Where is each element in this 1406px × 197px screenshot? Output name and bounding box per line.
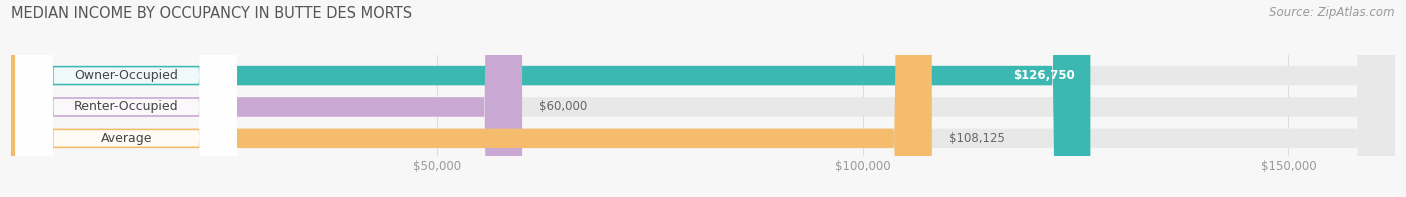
Text: Renter-Occupied: Renter-Occupied	[75, 100, 179, 113]
FancyBboxPatch shape	[15, 0, 236, 197]
Text: Average: Average	[100, 132, 152, 145]
Text: Source: ZipAtlas.com: Source: ZipAtlas.com	[1270, 6, 1395, 19]
Text: $108,125: $108,125	[949, 132, 1005, 145]
Text: $60,000: $60,000	[538, 100, 588, 113]
Text: MEDIAN INCOME BY OCCUPANCY IN BUTTE DES MORTS: MEDIAN INCOME BY OCCUPANCY IN BUTTE DES …	[11, 6, 412, 21]
FancyBboxPatch shape	[15, 0, 236, 197]
FancyBboxPatch shape	[11, 0, 1395, 197]
FancyBboxPatch shape	[11, 0, 522, 197]
FancyBboxPatch shape	[11, 0, 1091, 197]
Text: $126,750: $126,750	[1014, 69, 1076, 82]
FancyBboxPatch shape	[15, 0, 236, 197]
FancyBboxPatch shape	[11, 0, 1395, 197]
FancyBboxPatch shape	[11, 0, 1395, 197]
Text: Owner-Occupied: Owner-Occupied	[75, 69, 179, 82]
FancyBboxPatch shape	[11, 0, 932, 197]
